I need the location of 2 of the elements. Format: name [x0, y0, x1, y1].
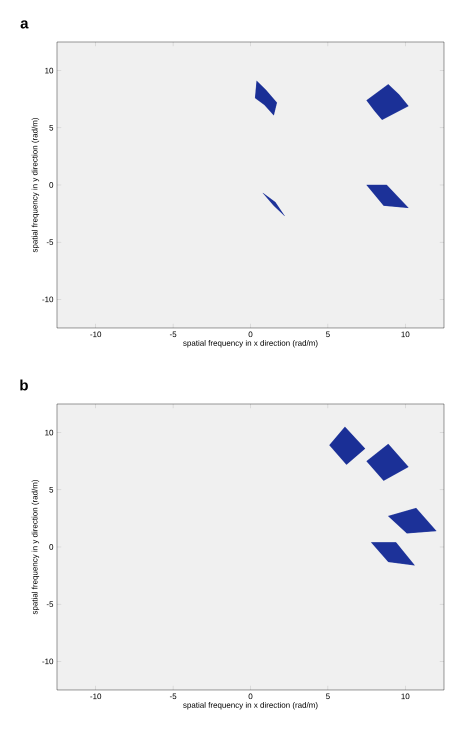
- chart-title: a: [20, 20, 29, 28]
- chart-title: b: [20, 380, 28, 390]
